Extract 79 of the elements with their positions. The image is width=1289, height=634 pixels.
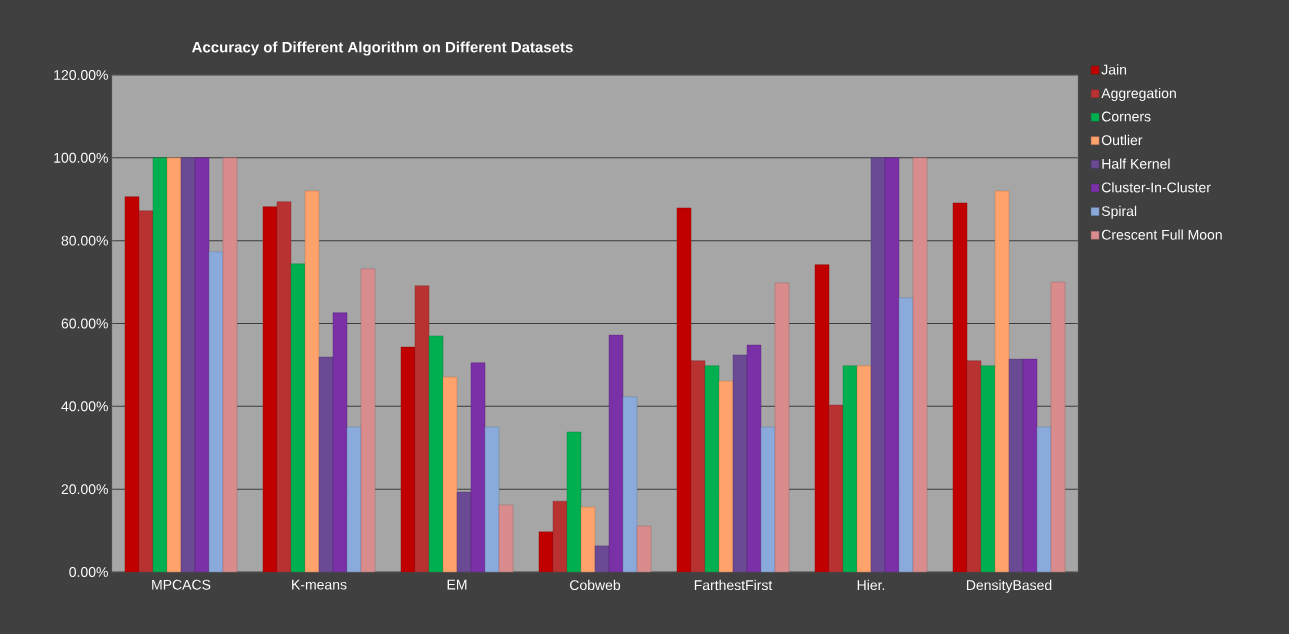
legend-label: Aggregation	[1101, 87, 1176, 101]
y-tick-label: 40.00%	[61, 401, 108, 412]
bar	[208, 251, 224, 573]
bar	[636, 525, 652, 573]
bar	[1022, 358, 1038, 573]
bar	[222, 157, 238, 573]
bar	[262, 206, 278, 573]
bar	[566, 431, 582, 573]
bar	[580, 506, 596, 573]
bar	[622, 396, 638, 573]
bar	[980, 365, 996, 573]
bar	[994, 190, 1010, 573]
bar	[1050, 281, 1066, 573]
bar	[732, 354, 748, 573]
bar	[870, 157, 886, 573]
bar	[828, 404, 844, 573]
y-tick-label: 20.00%	[61, 484, 108, 495]
bar	[346, 426, 362, 573]
bar	[470, 362, 486, 573]
bar	[290, 263, 306, 573]
bar	[676, 207, 692, 573]
bar	[360, 268, 376, 573]
x-tick-label: MPCACS	[152, 579, 211, 590]
bar	[774, 282, 790, 573]
bar	[428, 335, 444, 573]
bar	[414, 285, 430, 573]
bar	[332, 312, 348, 573]
chart-title: Accuracy of Different Algorithm on Different Datasets	[191, 41, 573, 56]
bar	[952, 202, 968, 573]
bar	[966, 360, 982, 573]
bar	[594, 545, 610, 573]
bar	[898, 297, 914, 573]
x-tick-label: FarthestFirst	[694, 579, 773, 591]
bar	[884, 157, 900, 573]
bar	[608, 334, 624, 573]
legend-label: Outlier	[1101, 134, 1143, 146]
y-tick-label: 120.00%	[54, 70, 108, 80]
x-tick-label: K-means	[292, 579, 347, 590]
bar	[498, 504, 514, 573]
bar	[538, 531, 554, 573]
x-tick-label: Cobweb	[570, 579, 621, 591]
bar	[484, 426, 500, 573]
bar	[304, 190, 320, 573]
bar	[760, 426, 776, 573]
bar	[318, 356, 334, 573]
bar	[194, 157, 210, 573]
legend-label: Jain	[1101, 64, 1127, 75]
bar	[1036, 426, 1052, 573]
bar	[166, 157, 182, 573]
bar	[814, 264, 830, 573]
x-tick-label: EM	[447, 579, 467, 590]
y-tick-label: 80.00%	[61, 235, 108, 246]
bar	[718, 380, 734, 573]
legend-label: Spiral	[1101, 205, 1137, 219]
bar	[704, 365, 720, 573]
bar	[138, 210, 154, 573]
bar	[746, 344, 762, 573]
x-tick-label: DensityBased	[966, 579, 1052, 593]
y-tick-label: 100.00%	[54, 152, 108, 163]
bar	[456, 491, 472, 573]
bar	[552, 500, 568, 573]
bar	[856, 365, 872, 573]
legend-label: Crescent Full Moon	[1101, 229, 1222, 240]
bar	[276, 201, 292, 573]
bar	[912, 157, 928, 573]
bar	[152, 157, 168, 573]
bar	[400, 346, 416, 573]
bar	[1008, 358, 1024, 573]
legend-label: Cluster-In-Cluster	[1101, 182, 1211, 193]
bar	[842, 365, 858, 573]
bar	[690, 360, 706, 573]
y-tick-label: 0.00%	[69, 567, 108, 577]
y-tick-label: 60.00%	[61, 318, 108, 329]
legend-label: Half Kernel	[1102, 158, 1170, 169]
legend-label: Corners	[1101, 111, 1151, 122]
bar	[124, 196, 140, 573]
bar	[442, 376, 458, 573]
x-tick-label: Hier.	[857, 579, 885, 591]
bar	[180, 157, 196, 573]
